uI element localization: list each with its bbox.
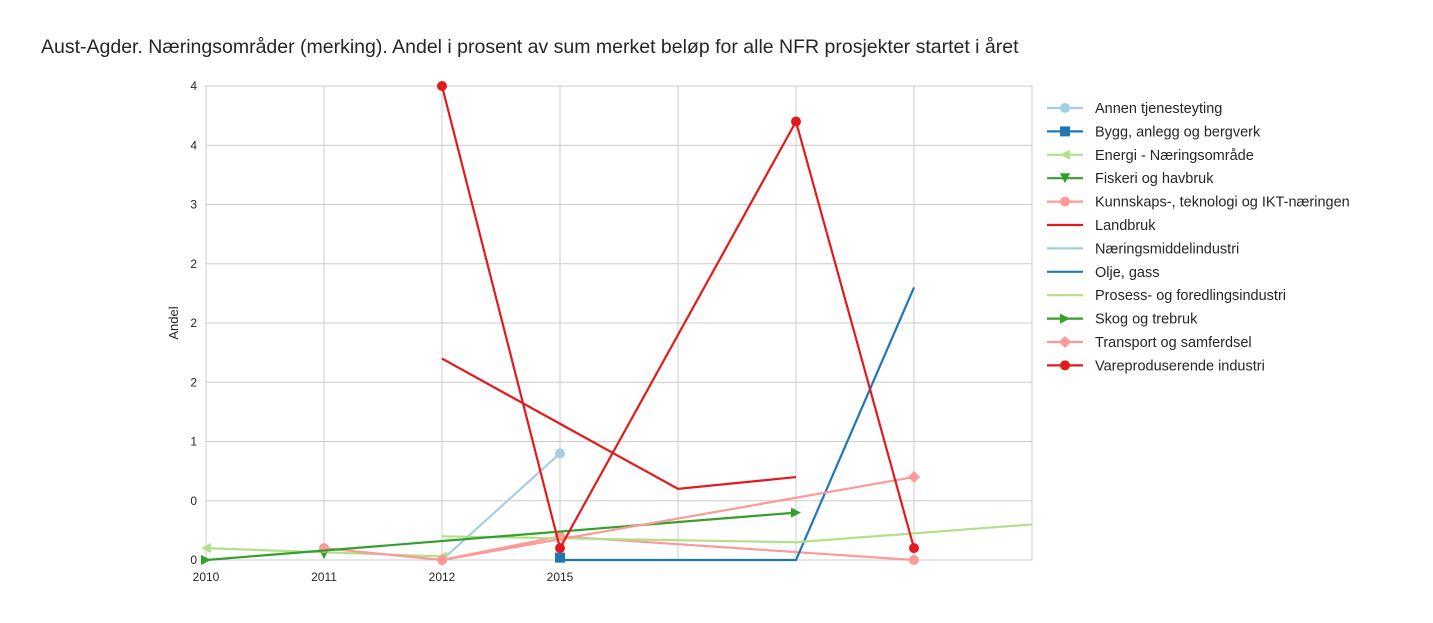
data-point (908, 471, 920, 484)
legend-item: Skog og trebruk (1047, 312, 1198, 328)
y-axis-label: Andel (166, 306, 181, 339)
legend-label: Næringsmiddelindustri (1095, 241, 1239, 257)
data-point (791, 116, 801, 127)
chart-title: Aust-Agder. Næringsområder (merking). An… (41, 36, 1019, 58)
series-line (560, 287, 916, 562)
legend: Annen tjenesteyting Bygg, anlegg og bergv… (1047, 101, 1350, 374)
x-tick-label: 2010 (193, 570, 220, 584)
legend-label: Annen tjenesteyting (1095, 101, 1222, 117)
series-bygg-anlegg-og-bergverk (555, 552, 565, 563)
legend-marker (1060, 196, 1070, 207)
legend-label: Transport og samferdsel (1095, 335, 1252, 351)
legend-label: Landbruk (1095, 218, 1156, 234)
legend-marker (1060, 149, 1070, 160)
legend-marker (1060, 313, 1070, 324)
x-tick-label: 2012 (429, 570, 456, 584)
series-olje-gass (560, 287, 916, 562)
legend-item: Prosess- og foredlingsindustri (1047, 288, 1286, 304)
data-point (437, 81, 447, 91)
legend-label: Vareproduserende industri (1095, 358, 1265, 374)
legend-label: Energi - Næringsområde (1095, 148, 1254, 164)
legend-label: Olje, gass (1095, 265, 1159, 281)
data-point (909, 555, 919, 565)
y-tick-label: 4 (190, 79, 197, 93)
data-point (201, 555, 211, 565)
data-point (201, 543, 211, 554)
series-line (323, 535, 915, 562)
legend-item: Fiskeri og havbruk (1047, 171, 1214, 187)
legend-item: Landbruk (1047, 218, 1156, 234)
y-tick-label: 3 (190, 198, 197, 212)
data-point (555, 543, 565, 554)
series-line (441, 357, 797, 491)
legend-marker (1059, 336, 1071, 348)
x-tick-label: 2015 (547, 570, 574, 584)
legend-label: Kunnskaps-, teknologi og IKT-næringen (1095, 195, 1350, 211)
series-line (441, 475, 915, 562)
series-vareproduserende-industri (437, 81, 919, 554)
series-landbruk (441, 357, 797, 491)
y-tick-label: 2 (190, 257, 197, 271)
y-tick-label: 1 (190, 435, 197, 449)
y-tick-label: 2 (190, 316, 197, 330)
tick-labels: 2010 2011 2012 2015 0 0 1 2 2 2 3 4 4 (190, 79, 573, 584)
legend-marker (1060, 126, 1070, 137)
x-tick-label: 2011 (311, 570, 337, 584)
data-point (791, 507, 801, 518)
data-point (555, 552, 565, 563)
legend-item: Bygg, anlegg og bergverk (1047, 124, 1261, 140)
series-transport-og-samferdsel (436, 471, 920, 566)
series-line (205, 511, 797, 562)
legend-label: Skog og trebruk (1095, 312, 1198, 328)
legend-item: Næringsmiddelindustri (1047, 241, 1239, 257)
series-skog-og-trebruk (201, 507, 801, 565)
legend-label: Bygg, anlegg og bergverk (1095, 124, 1261, 140)
y-tick-label: 4 (190, 138, 197, 152)
legend-label: Fiskeri og havbruk (1095, 171, 1214, 187)
series-layer (201, 81, 1033, 566)
legend-marker (1060, 360, 1070, 371)
legend-item: Annen tjenesteyting (1047, 101, 1222, 117)
data-point (555, 448, 565, 459)
legend-item: Kunnskaps-, teknologi og IKT-næringen (1047, 195, 1350, 211)
legend-marker (1060, 103, 1070, 113)
y-tick-label: 2 (190, 375, 197, 389)
legend-item: Olje, gass (1047, 265, 1159, 281)
y-tick-label: 0 (190, 494, 197, 508)
legend-item: Transport og samferdsel (1047, 335, 1252, 351)
data-point (436, 554, 448, 566)
legend-item: Energi - Næringsområde (1047, 148, 1254, 164)
y-tick-label: 0 (190, 553, 197, 567)
legend-item: Vareproduserende industri (1047, 358, 1265, 374)
legend-label: Prosess- og foredlingsindustri (1095, 288, 1286, 304)
legend-marker (1060, 173, 1070, 184)
data-point (909, 543, 919, 554)
series-line (440, 85, 916, 552)
